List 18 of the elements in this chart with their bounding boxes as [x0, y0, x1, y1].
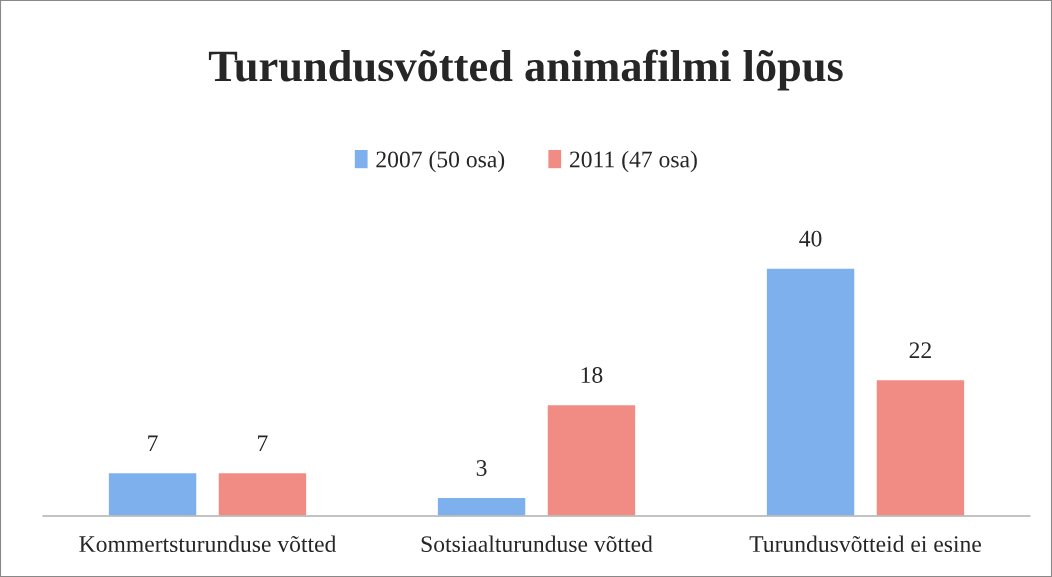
data-label: 40 [799, 230, 822, 247]
x-tick-label: Sotsiaalturunduse võtted [421, 535, 653, 553]
data-label: 22 [909, 342, 931, 358]
bar [436, 496, 527, 516]
legend-label: 2007 (50 osa) [376, 150, 505, 173]
data-label: 18 [581, 367, 603, 383]
x-tick-label: Turundusvõtteid ei esine [749, 535, 981, 553]
data-label: 3 [476, 460, 487, 476]
x-tick-label: Kommertsturunduse võtted [79, 535, 337, 553]
bar [217, 471, 308, 516]
bar [765, 267, 856, 516]
bar [875, 378, 966, 516]
chart-title: Turundusvõtted animafilmi lõpus [208, 49, 843, 91]
bar [546, 403, 637, 516]
bar [107, 471, 198, 516]
data-label: 7 [148, 435, 158, 451]
data-label: 7 [258, 435, 268, 451]
legend-label: 2011 (47 osa) [569, 150, 697, 173]
